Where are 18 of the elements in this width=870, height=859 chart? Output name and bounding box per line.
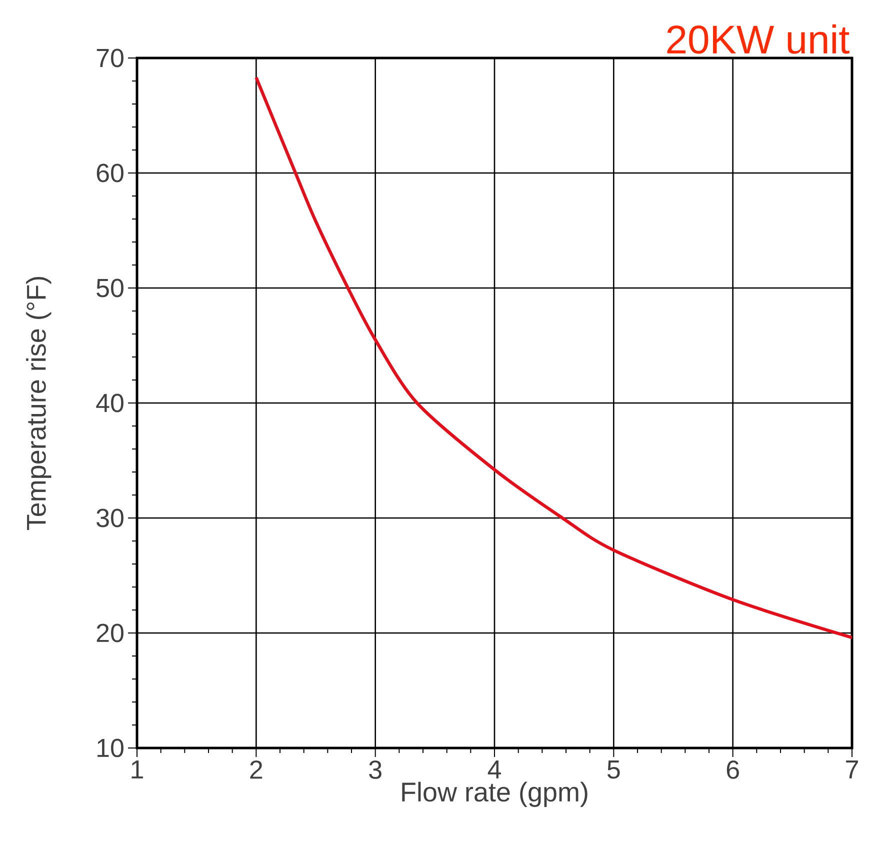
x-tick-label: 6 [726,760,739,779]
y-tick-label: 10 [98,738,124,758]
y-tick-label: 40 [96,394,124,412]
x-tick-label: 3 [369,760,382,779]
y-axis-title: Temperature rise (°F) [26,277,52,530]
y-tick-label: 60 [96,164,124,182]
line-series [254,76,852,640]
y-tick-label: 30 [96,508,124,528]
y-tick-label: 50 [96,278,124,298]
x-tick-label: 5 [607,760,620,779]
y-tick-label: 20 [96,624,124,642]
x-axis-title: Flow rate (gpm) [402,782,588,807]
x-tick-label: 4 [488,760,501,778]
x-tick-label: 7 [846,760,858,778]
chart-title: 20KW unit [667,24,850,54]
y-tick-label: 70 [96,48,124,68]
x-tick-label: 2 [250,760,262,779]
x-tick-label: 1 [132,760,143,778]
